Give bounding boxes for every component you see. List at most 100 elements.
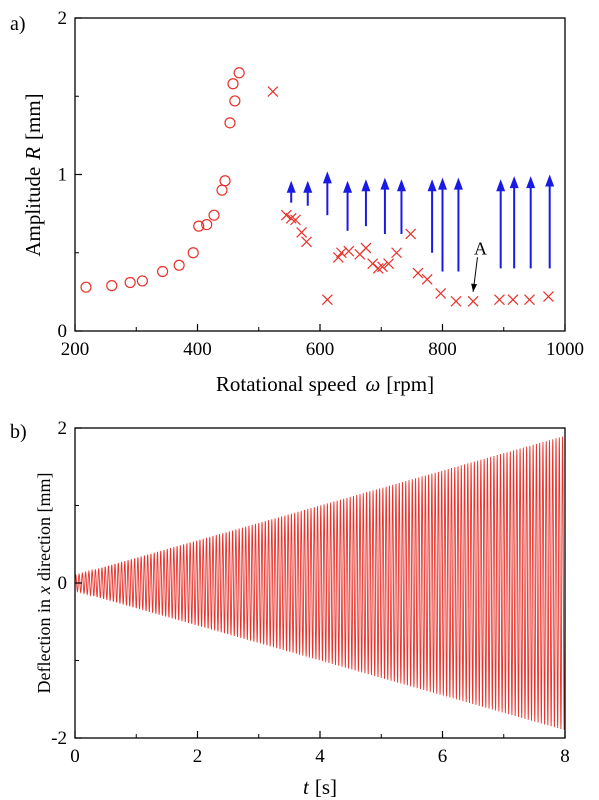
cross-point — [494, 294, 505, 306]
cross-point — [507, 294, 519, 306]
circle-point — [229, 95, 241, 107]
cross-stroke — [360, 242, 372, 254]
circle-point — [216, 184, 228, 196]
cross-stroke — [321, 294, 333, 306]
panel-label-a: a) — [10, 13, 26, 35]
x-tick-label-a: 200 — [61, 339, 90, 360]
arrow-up-mark — [380, 177, 390, 234]
arrow-up-mark — [322, 171, 332, 216]
chart-b-ylabel: Deflection inxdirection [mm] — [34, 473, 54, 694]
cross-point — [296, 226, 308, 238]
chart-a-marks — [80, 67, 555, 307]
chart-b: b) 0 2 4 6 8-202 t [s] Deflection inxdirectio… — [10, 418, 570, 799]
cross-point — [290, 214, 301, 226]
arrow-up-mark — [286, 180, 296, 203]
x-tick-label-b: 8 — [560, 746, 570, 767]
chart-b-marks — [74, 436, 566, 731]
cross-stroke — [494, 294, 505, 306]
cross-point — [280, 209, 292, 221]
cross-stroke — [367, 258, 379, 270]
x-tick-label-b: 6 — [438, 746, 448, 767]
arrow-up-mark — [509, 176, 519, 269]
cross-stroke — [285, 212, 297, 224]
arrow-head — [303, 180, 313, 193]
panel-label-b: b) — [10, 421, 27, 443]
y-tick-label-b: 2 — [58, 418, 68, 439]
cross-point — [450, 295, 462, 307]
x-tick-label-b: 2 — [193, 746, 203, 767]
chart-b-ticks: 0 2 4 6 8-202 — [51, 418, 570, 767]
cross-stroke — [377, 261, 388, 273]
cross-stroke — [280, 209, 292, 221]
arrow-up-mark — [343, 180, 353, 231]
y-tick-label-a: 1 — [58, 165, 68, 186]
cross-point — [524, 294, 535, 306]
circle-point — [156, 265, 169, 278]
cross-stroke — [383, 258, 395, 270]
deflection-signal-line — [74, 436, 566, 731]
arrow-head — [509, 176, 519, 189]
cross-stroke — [543, 291, 554, 302]
y-tick-label-a: 0 — [58, 321, 68, 342]
x-tick-label-a: 800 — [428, 339, 457, 360]
cross-stroke — [301, 236, 312, 248]
chart-a-frame — [74, 17, 566, 332]
cross-stroke — [405, 228, 417, 240]
arrow-head — [438, 177, 447, 190]
circle-point — [224, 117, 236, 129]
circle-point — [219, 175, 231, 187]
cross-point — [421, 273, 433, 285]
arrow-up-mark — [396, 179, 406, 234]
x-tick-label-b: 0 — [70, 746, 80, 767]
circle-point — [80, 281, 92, 293]
cross-point — [336, 247, 347, 259]
arrow-up-mark — [496, 179, 506, 269]
cross-point — [383, 258, 395, 270]
chart-a-ticks: 200 400 600 800 1000 0 1 2 — [58, 8, 585, 360]
circle-point — [173, 259, 185, 271]
cross-stroke — [412, 267, 424, 279]
cross-stroke — [507, 294, 519, 306]
cross-stroke — [290, 214, 301, 226]
cross-point — [467, 295, 479, 307]
circle-point — [227, 78, 239, 90]
circle-point — [193, 220, 205, 232]
cross-point — [360, 242, 372, 254]
circle-point — [208, 209, 220, 221]
arrow-head — [453, 177, 463, 190]
cross-stroke — [467, 295, 479, 307]
circle-point — [187, 247, 199, 259]
cross-point — [321, 294, 333, 306]
arrow-up-mark — [453, 177, 463, 272]
circle-point — [124, 276, 136, 289]
circle-point — [201, 218, 213, 231]
arrow-head — [545, 174, 555, 187]
cross-point — [301, 236, 312, 248]
cross-point — [332, 252, 344, 263]
arrow-up-mark — [438, 177, 447, 272]
arrow-head — [396, 179, 406, 192]
arrow-head — [361, 179, 371, 192]
cross-stroke — [332, 252, 344, 263]
y-tick-label-b: -2 — [51, 728, 67, 749]
chart-b-xlabel: t [s] — [303, 775, 337, 799]
cross-stroke — [343, 245, 355, 257]
cross-stroke — [296, 226, 308, 238]
x-tick-label-a: 400 — [183, 339, 212, 360]
x-tick-label-a: 600 — [306, 339, 335, 360]
arrow-up-mark — [303, 180, 313, 206]
arrow-up-mark — [526, 176, 536, 269]
cross-point — [377, 261, 388, 273]
cross-stroke — [435, 288, 447, 299]
chart-a-xlabel: Rotational speed ω [rpm] — [216, 372, 434, 396]
arrow-head — [322, 171, 332, 184]
x-tick-label-b: 4 — [315, 746, 325, 767]
chart-a-ylabel: AmplitudeR[mm] — [21, 93, 45, 256]
circle-point — [136, 275, 148, 287]
cross-stroke — [267, 86, 279, 97]
cross-point — [343, 245, 355, 257]
annotation-arrow-head — [471, 283, 478, 292]
cross-stroke — [336, 247, 347, 259]
arrow-head — [286, 180, 296, 193]
